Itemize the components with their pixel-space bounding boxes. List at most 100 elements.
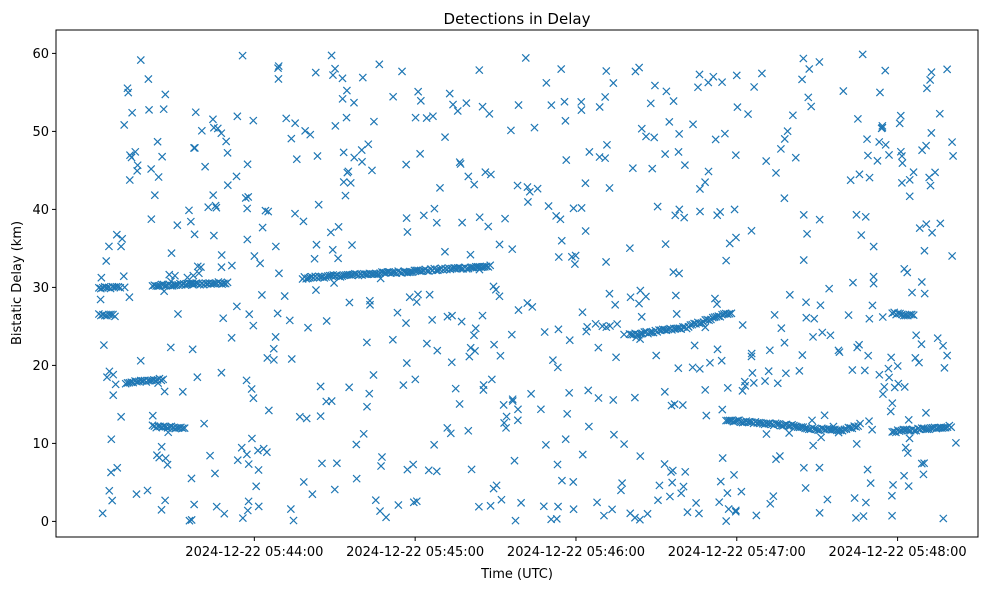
scatter-point: [292, 155, 301, 164]
scatter-point: [375, 60, 384, 69]
scatter-point: [815, 508, 824, 517]
scatter-point: [815, 215, 824, 224]
scatter-point: [184, 206, 194, 215]
scatter-point: [334, 222, 343, 231]
scatter-point: [112, 230, 121, 239]
scatter-point: [928, 228, 937, 237]
scatter-point: [653, 496, 663, 505]
scatter-point: [637, 124, 646, 133]
scatter-point: [110, 312, 119, 321]
scatter-point: [173, 309, 183, 319]
scatter-point: [197, 126, 206, 135]
scatter-point: [97, 273, 106, 282]
scatter-point: [887, 491, 896, 500]
scatter-point: [780, 338, 789, 347]
scatter-point: [467, 465, 476, 474]
scatter-point: [926, 181, 935, 190]
scatter-point: [563, 409, 572, 418]
scatter-point: [927, 128, 936, 137]
scatter-point: [748, 368, 757, 377]
scatter-point: [99, 341, 108, 350]
scatter-point: [193, 373, 202, 382]
scatter-point: [868, 301, 877, 310]
scatter-point: [584, 386, 593, 395]
scatter-point: [117, 242, 126, 251]
scatter-point: [737, 487, 746, 496]
scatter-point: [766, 499, 775, 508]
scatter-point: [136, 56, 145, 65]
scatter-point: [401, 319, 411, 328]
scatter-point: [212, 203, 221, 212]
scatter-point: [547, 515, 556, 524]
scatter-point: [104, 242, 113, 251]
scatter-point: [419, 211, 428, 220]
scatter-point: [314, 200, 323, 209]
scatter-point: [810, 314, 819, 323]
scatter-point: [227, 261, 236, 270]
scatter-point: [180, 424, 189, 433]
scatter-point: [933, 334, 942, 343]
scatter-point: [125, 378, 134, 387]
scatter-point: [131, 147, 140, 156]
y-tick-label: 40: [32, 203, 49, 218]
scatter-point: [147, 215, 156, 224]
scatter-point: [208, 279, 217, 288]
scatter-point: [826, 331, 835, 340]
y-axis: 0 10 20 30 40 50 60: [32, 47, 56, 530]
scatter-point: [453, 106, 462, 116]
scatter-point: [371, 496, 380, 505]
scatter-point: [585, 147, 594, 156]
scatter-point: [723, 383, 732, 392]
scatter-point: [244, 192, 253, 201]
scatter-point: [388, 335, 397, 344]
y-tick-label: 10: [32, 437, 49, 452]
scatter-point: [367, 166, 376, 175]
scatter-point: [243, 235, 252, 244]
x-tick-label: 2024-12-22 05:47:00: [668, 545, 806, 560]
scatter-point: [521, 53, 530, 62]
scatter-point: [451, 384, 460, 393]
scatter-point: [631, 67, 640, 76]
scatter-point: [530, 123, 539, 132]
scatter-point: [660, 387, 669, 396]
scatter-point: [893, 361, 902, 370]
scatter-point: [672, 309, 681, 318]
scatter-marks: [94, 50, 960, 526]
scatter-point: [339, 148, 348, 157]
scatter-point: [584, 422, 593, 431]
scatter-point: [677, 489, 686, 498]
scatter-point: [669, 97, 678, 106]
scatter-point: [855, 170, 864, 179]
scatter-point: [345, 298, 354, 307]
scatter-point: [165, 270, 174, 279]
scatter-point: [612, 353, 621, 362]
scatter-point: [920, 459, 929, 468]
scatter-point: [416, 96, 425, 105]
scatter-point: [500, 418, 509, 427]
scatter-point: [269, 355, 278, 364]
scatter-point: [601, 92, 610, 101]
scatter-point: [864, 351, 873, 360]
scatter-point: [312, 240, 321, 249]
scatter-point: [405, 293, 414, 302]
scatter-point: [917, 277, 926, 287]
scatter-point: [557, 65, 566, 74]
scatter-point: [308, 490, 317, 499]
scatter-point: [232, 172, 241, 181]
scatter-point: [863, 151, 872, 160]
scatter-point: [715, 498, 724, 507]
scatter-point: [310, 254, 319, 263]
scatter-point: [433, 346, 442, 355]
scatter-point: [909, 168, 918, 177]
scatter-point: [144, 75, 153, 84]
scatter-point: [602, 257, 611, 266]
scatter-point: [852, 439, 861, 448]
scatter-point: [565, 336, 574, 345]
scatter-point: [901, 443, 910, 452]
scatter-point: [273, 309, 282, 318]
scatter-point: [299, 477, 308, 486]
scatter-point: [313, 151, 322, 161]
scatter-point: [204, 203, 213, 212]
scatter-point: [377, 461, 386, 471]
scatter-point: [688, 363, 697, 372]
